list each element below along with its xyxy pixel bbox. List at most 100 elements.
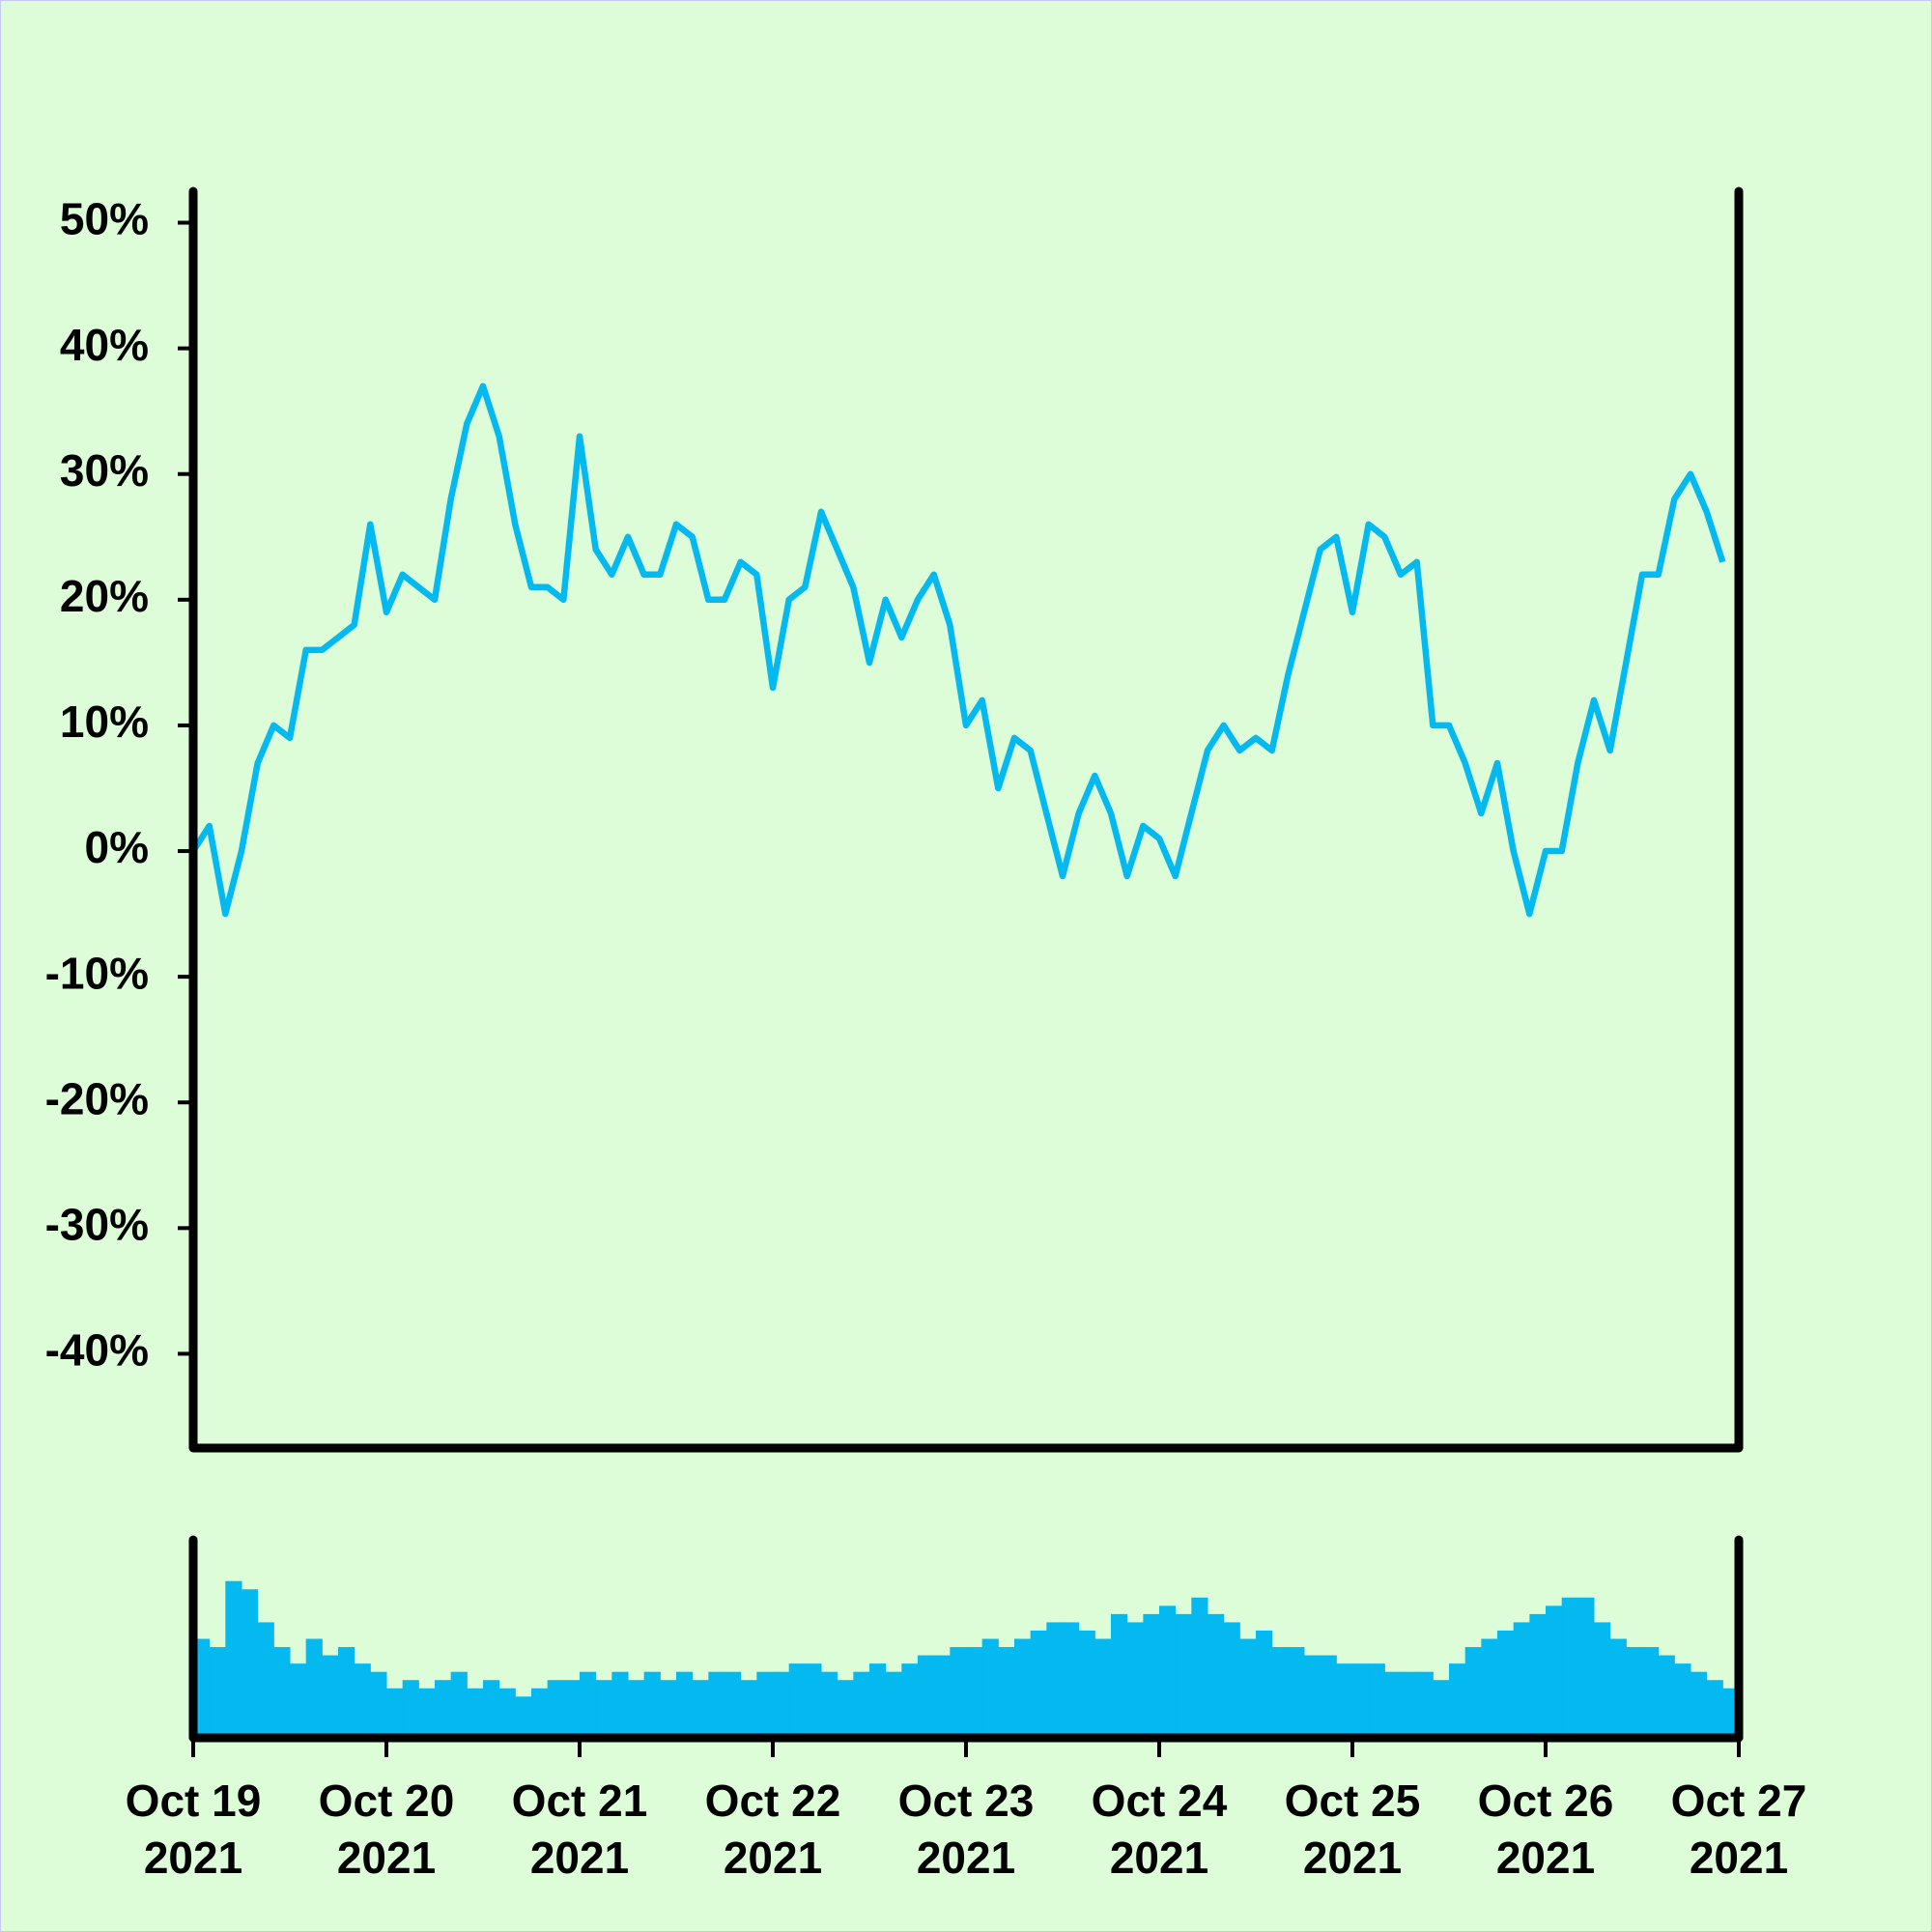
x-tick-label: Oct 21 2021: [511, 1776, 648, 1883]
volume-bar: [1674, 1663, 1691, 1738]
x-tick-label: Oct 27 2021: [1670, 1776, 1807, 1883]
volume-bar: [853, 1671, 870, 1738]
volume-bar: [1594, 1622, 1611, 1738]
volume-bar: [643, 1671, 661, 1738]
volume-bar: [547, 1680, 564, 1738]
volume-bar: [692, 1680, 709, 1738]
volume-bar: [1159, 1605, 1177, 1738]
volume-bar: [338, 1647, 355, 1738]
volume-bar: [515, 1696, 532, 1738]
x-tick-label: Oct 22 2021: [704, 1776, 841, 1883]
volume-bar: [901, 1663, 919, 1738]
volume-bar: [450, 1671, 468, 1738]
y-tick-label: 30%: [60, 445, 149, 496]
x-tick-label: Oct 26 2021: [1477, 1776, 1614, 1883]
price-line: [190, 383, 1726, 918]
volume-bar: [273, 1647, 291, 1738]
x-tick-label: Oct 25 2021: [1284, 1776, 1421, 1883]
volume-bar: [435, 1680, 452, 1738]
volume-bar: [467, 1688, 484, 1738]
volume-bar: [740, 1680, 757, 1738]
volume-bar: [756, 1671, 774, 1738]
volume-bar: [1481, 1638, 1498, 1738]
volume-bar: [1288, 1647, 1305, 1738]
volume-bar: [611, 1671, 629, 1738]
volume-bar: [1352, 1663, 1370, 1738]
volume-bar: [1078, 1630, 1095, 1738]
volume-bar: [1271, 1647, 1289, 1738]
volume-bar: [1223, 1622, 1240, 1738]
volume-bar: [483, 1680, 500, 1738]
y-tick-label: 0%: [85, 822, 149, 872]
volume-bar: [1577, 1597, 1595, 1738]
y-tick-label: -40%: [45, 1325, 149, 1376]
volume-bar: [322, 1655, 339, 1738]
volume-bar: [773, 1671, 790, 1738]
volume-bar: [305, 1638, 323, 1738]
volume-bar: [933, 1655, 951, 1738]
volume-bar: [1126, 1622, 1144, 1738]
volume-bar: [1014, 1638, 1032, 1738]
volume-bar: [531, 1688, 549, 1738]
volume-bar: [1401, 1671, 1418, 1738]
volume-bar: [660, 1680, 677, 1738]
y-tick-label: -30%: [45, 1199, 149, 1249]
volume-bar: [1658, 1655, 1675, 1738]
volume-bar: [981, 1638, 999, 1738]
axis-frame: [188, 186, 1744, 1453]
y-tick-label: -20%: [45, 1073, 149, 1123]
volume-bar: [885, 1671, 902, 1738]
volume-bar: [1464, 1647, 1482, 1738]
volume-bar: [354, 1663, 371, 1738]
volume-bar: [837, 1680, 854, 1738]
volume-bar: [1690, 1671, 1708, 1738]
volume-bar: [1384, 1671, 1402, 1738]
volume-bar: [821, 1671, 838, 1738]
volume-bar: [1706, 1680, 1723, 1738]
volume-bar: [1046, 1622, 1064, 1738]
volume-bar: [1336, 1663, 1353, 1738]
y-tick-label: 10%: [60, 696, 149, 747]
volume-bar: [1513, 1622, 1530, 1738]
volume-bar: [1191, 1597, 1208, 1738]
volume-bar: [290, 1663, 307, 1738]
volume-bar: [1063, 1622, 1080, 1738]
volume-bar: [950, 1647, 967, 1738]
volume-bar: [1368, 1663, 1385, 1738]
y-tick-label: 20%: [60, 571, 149, 621]
volume-bar: [1416, 1671, 1434, 1738]
volume-bar: [1175, 1613, 1192, 1738]
volume-bar: [242, 1589, 259, 1738]
y-tick-label: 50%: [60, 194, 149, 244]
volume-bar: [1030, 1630, 1047, 1738]
volume-bar: [1320, 1655, 1337, 1738]
volume-bar: [1497, 1630, 1515, 1738]
volume-bar: [563, 1680, 581, 1738]
volume-bar: [1449, 1663, 1466, 1738]
volume-bar: [595, 1680, 612, 1738]
volume-bar: [225, 1580, 242, 1738]
volume-bar: [1529, 1613, 1547, 1738]
volume-bar: [1433, 1680, 1450, 1738]
volume-bar: [708, 1671, 725, 1738]
volume-bar: [1304, 1655, 1321, 1738]
volume-bar: [918, 1655, 935, 1738]
axis-frame: [188, 1535, 1744, 1743]
volume-bar: [1561, 1597, 1578, 1738]
volume-bar: [1256, 1630, 1273, 1738]
volume-bar: [257, 1622, 274, 1738]
volume-bar: [1626, 1647, 1643, 1738]
volume-bar: [1208, 1613, 1225, 1738]
y-tick-label: -10%: [45, 948, 149, 998]
volume-bar: [966, 1647, 983, 1738]
volume-bar: [1094, 1638, 1112, 1738]
volume-bar: [676, 1671, 694, 1738]
volume-bar: [1546, 1605, 1563, 1738]
y-tick-label: 40%: [60, 320, 149, 370]
volume-bar: [370, 1671, 387, 1738]
volume-bar: [805, 1663, 822, 1738]
volume-bar: [788, 1663, 806, 1738]
volume-bar: [418, 1688, 436, 1738]
